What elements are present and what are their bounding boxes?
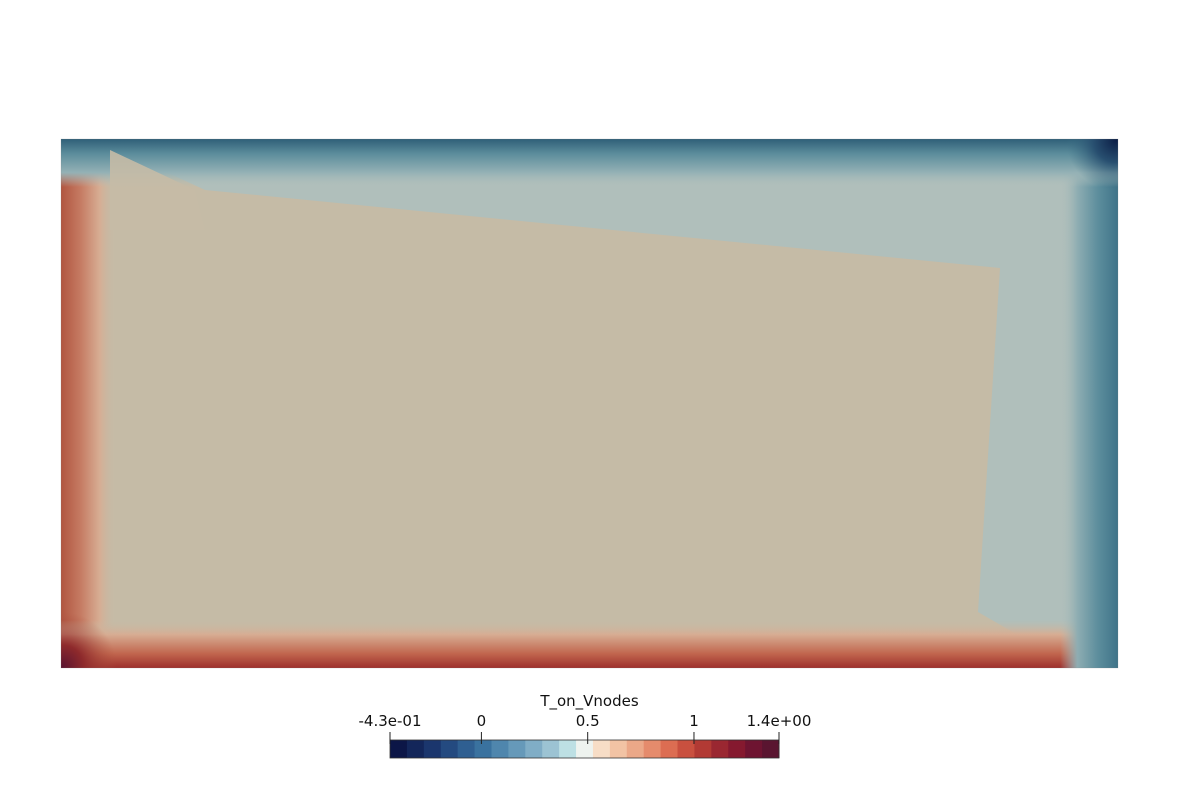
colorbar-title: T_on_Vnodes (540, 692, 639, 710)
colorbar-band (423, 740, 442, 758)
colorbar-band (542, 740, 560, 758)
colorbar-band (406, 740, 425, 758)
colorbar (389, 732, 780, 759)
colorbar-band (390, 740, 408, 758)
warm-top-left-fill (110, 150, 205, 230)
edge-band-right (1060, 139, 1118, 668)
domain-outline (60, 138, 1119, 669)
colorbar-band (491, 740, 509, 758)
edge-band-bottom (61, 620, 1118, 668)
colorbar-band (440, 740, 459, 758)
colorbar-band (592, 740, 611, 758)
edge-band-left (61, 139, 116, 668)
colorbar-band (745, 740, 763, 758)
colorbar-outline (389, 739, 780, 759)
colorbar-band (609, 740, 628, 758)
colorbar-tick-label: 1 (689, 712, 699, 730)
colorbar-band (711, 740, 729, 758)
colorbar-tick-label: 0 (476, 712, 487, 730)
cold-corner (1066, 139, 1118, 191)
domain-warm-region (61, 139, 1070, 668)
colorbar-band (525, 740, 543, 758)
colorbar-band (677, 740, 695, 758)
colorbar-band (457, 740, 476, 758)
colorbar-band (643, 740, 662, 758)
colorbar-band (474, 740, 492, 758)
colorbar-band (694, 740, 712, 758)
colorbar-band (559, 740, 577, 758)
colorbar-band (660, 740, 679, 758)
hot-corner (61, 612, 121, 668)
colorbar-band (762, 740, 780, 758)
colorbar-band (508, 740, 526, 758)
edge-band-top (61, 139, 1118, 187)
colorbar-band (626, 740, 645, 758)
colorbar-band (576, 740, 594, 758)
colorbar-tick-label: 0.5 (575, 712, 600, 730)
colorbar-tick-label: -4.3e-01 (358, 712, 422, 730)
colorbar-tick-label: 1.4e+00 (746, 712, 812, 730)
colorbar-band (728, 740, 746, 758)
